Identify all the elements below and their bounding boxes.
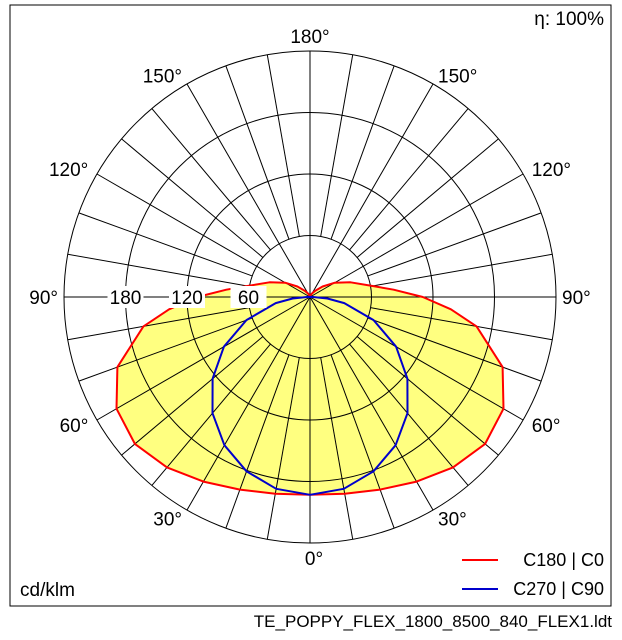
- grid-spoke-30-right: [309, 296, 434, 511]
- legend: C180 | C0 C270 | C90: [462, 550, 604, 599]
- grid-spoke-110-right: [367, 212, 542, 277]
- radial-tick-label-180: 180: [110, 288, 142, 309]
- radial-tick-label-120: 120: [171, 288, 203, 309]
- radial-tick-label-60: 60: [238, 288, 259, 309]
- grid-spoke-80-left: [67, 307, 250, 341]
- grid-spoke-140-left: [151, 108, 271, 251]
- grid-spoke-100-left: [67, 253, 250, 287]
- grid-spoke-150-right: [309, 83, 434, 298]
- polar-chart: 180° 150° 150° 120° 120° 90° 90° 60° 60° 30° 30° 0°…: [9, 4, 612, 607]
- angle-label-30-left: 30°: [153, 510, 182, 531]
- grid-spoke-170-right: [320, 54, 354, 237]
- grid-spoke-130-left: [121, 138, 264, 258]
- angle-label-150-left: 150°: [143, 66, 182, 87]
- grid-spoke-170-left: [266, 54, 300, 237]
- grid-spoke-60-left: [96, 296, 311, 421]
- grid-spoke-10-left: [266, 357, 300, 540]
- grid-spoke-160-right: [330, 65, 395, 240]
- grid-spoke-50-left: [121, 336, 264, 456]
- radial-tick-bg-60: [230, 286, 267, 308]
- series-line-c270-c90: [211, 295, 409, 496]
- grid-spoke-150-left: [186, 83, 311, 298]
- grid-spoke-40-left: [151, 343, 271, 486]
- grid-spoke-30-left: [186, 296, 311, 511]
- grid-spoke-70-right: [367, 317, 542, 382]
- grid-spoke-120-right: [309, 173, 524, 298]
- grid-spoke-70-left: [78, 317, 253, 382]
- grid-spoke-160-left: [225, 65, 290, 240]
- radial-tick-bg-180: [107, 286, 144, 308]
- grid-spoke-110-left: [78, 212, 253, 277]
- grid-spoke-40-right: [349, 343, 469, 486]
- legend-label-c270-c90: C270 | C90: [513, 579, 604, 599]
- unit-label: cd/klm: [20, 580, 75, 601]
- grid-spoke-130-right: [356, 138, 499, 258]
- efficiency-label: η: 100%: [534, 9, 604, 30]
- legend-label-c180-c0: C180 | C0: [523, 550, 604, 570]
- grid-spoke-100-right: [370, 253, 553, 287]
- grid-spoke-20-right: [330, 354, 395, 529]
- grid-spoke-50-right: [356, 336, 499, 456]
- axis-labels: 180° 150° 150° 120° 120° 90° 90° 60° 60° 30° 30° 0°…: [29, 27, 590, 570]
- grid-spoke-60-right: [309, 296, 524, 421]
- grid-spoke-120-left: [96, 173, 311, 298]
- angle-label-90-left: 90°: [29, 288, 58, 309]
- grid-spoke-80-right: [370, 307, 553, 341]
- angle-label-180-top: 180°: [290, 27, 329, 48]
- angle-label-90-right: 90°: [562, 288, 591, 309]
- radial-tick-bg-120: [169, 286, 205, 308]
- angle-label-0-bottom: 0°: [305, 549, 323, 570]
- angle-label-30-right: 30°: [438, 510, 467, 531]
- grid-spoke-10-right: [320, 357, 354, 540]
- angle-label-120-left: 120°: [49, 160, 88, 181]
- footer-filename: TE_POPPY_FLEX_1800_8500_840_FLEX1.ldt: [253, 612, 612, 631]
- angle-label-60-right: 60°: [532, 416, 561, 437]
- grid-spoke-20-left: [225, 354, 290, 529]
- angle-label-150-right: 150°: [438, 66, 477, 87]
- grid-spoke-140-right: [349, 108, 469, 251]
- curve-lines: [115, 281, 505, 496]
- angle-label-120-right: 120°: [532, 160, 571, 181]
- angle-label-60-left: 60°: [60, 416, 89, 437]
